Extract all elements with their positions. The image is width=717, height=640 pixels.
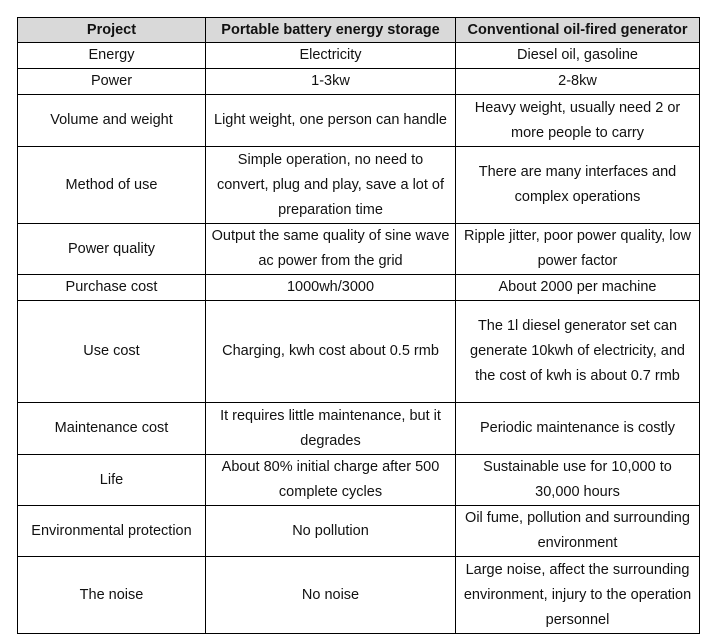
table-row: Volume and weight Light weight, one pers… <box>17 94 700 147</box>
cell-project: Use cost <box>17 300 206 403</box>
header-generator: Conventional oil-fired generator <box>455 17 700 43</box>
table-header-row: Project Portable battery energy storage … <box>17 17 700 43</box>
table-row: Purchase cost 1000wh/3000 About 2000 per… <box>17 274 700 301</box>
table-row: Power 1-3kw 2-8kw <box>17 68 700 95</box>
cell-battery: Light weight, one person can handle <box>205 94 456 147</box>
cell-project: Power <box>17 68 206 95</box>
cell-project: Volume and weight <box>17 94 206 147</box>
cell-project: The noise <box>17 556 206 634</box>
table-row: Maintenance cost It requires little main… <box>17 402 700 455</box>
cell-generator: About 2000 per machine <box>455 274 700 301</box>
cell-generator: Large noise, affect the surrounding envi… <box>455 556 700 634</box>
cell-project: Life <box>17 454 206 506</box>
cell-project: Maintenance cost <box>17 402 206 455</box>
cell-battery: No pollution <box>205 505 456 557</box>
header-battery: Portable battery energy storage <box>205 17 456 43</box>
cell-generator: Heavy weight, usually need 2 or more peo… <box>455 94 700 147</box>
cell-battery: Simple operation, no need to convert, pl… <box>205 146 456 224</box>
table-row: Environmental protection No pollution Oi… <box>17 505 700 557</box>
cell-battery: Output the same quality of sine wave ac … <box>205 223 456 275</box>
cell-generator: 2-8kw <box>455 68 700 95</box>
cell-generator: The 1l diesel generator set can generate… <box>455 300 700 403</box>
table-row: Power quality Output the same quality of… <box>17 223 700 275</box>
table-row: Method of use Simple operation, no need … <box>17 146 700 224</box>
cell-battery: It requires little maintenance, but it d… <box>205 402 456 455</box>
cell-generator: Oil fume, pollution and surrounding envi… <box>455 505 700 557</box>
cell-generator: Ripple jitter, poor power quality, low p… <box>455 223 700 275</box>
table-row: Use cost Charging, kwh cost about 0.5 rm… <box>17 300 700 403</box>
cell-project: Method of use <box>17 146 206 224</box>
cell-battery: Charging, kwh cost about 0.5 rmb <box>205 300 456 403</box>
comparison-table-container: Project Portable battery energy storage … <box>17 17 700 634</box>
cell-battery: Electricity <box>205 42 456 69</box>
cell-battery: 1-3kw <box>205 68 456 95</box>
cell-project: Environmental protection <box>17 505 206 557</box>
cell-generator: Diesel oil, gasoline <box>455 42 700 69</box>
cell-generator: Sustainable use for 10,000 to 30,000 hou… <box>455 454 700 506</box>
cell-generator: Periodic maintenance is costly <box>455 402 700 455</box>
cell-project: Energy <box>17 42 206 69</box>
cell-battery: 1000wh/3000 <box>205 274 456 301</box>
cell-project: Purchase cost <box>17 274 206 301</box>
cell-battery: About 80% initial charge after 500 compl… <box>205 454 456 506</box>
cell-battery: No noise <box>205 556 456 634</box>
table-row: Life About 80% initial charge after 500 … <box>17 454 700 506</box>
cell-generator: There are many interfaces and complex op… <box>455 146 700 224</box>
header-project: Project <box>17 17 206 43</box>
table-row: Energy Electricity Diesel oil, gasoline <box>17 42 700 69</box>
comparison-table: Project Portable battery energy storage … <box>17 17 700 634</box>
cell-project: Power quality <box>17 223 206 275</box>
table-row: The noise No noise Large noise, affect t… <box>17 556 700 634</box>
